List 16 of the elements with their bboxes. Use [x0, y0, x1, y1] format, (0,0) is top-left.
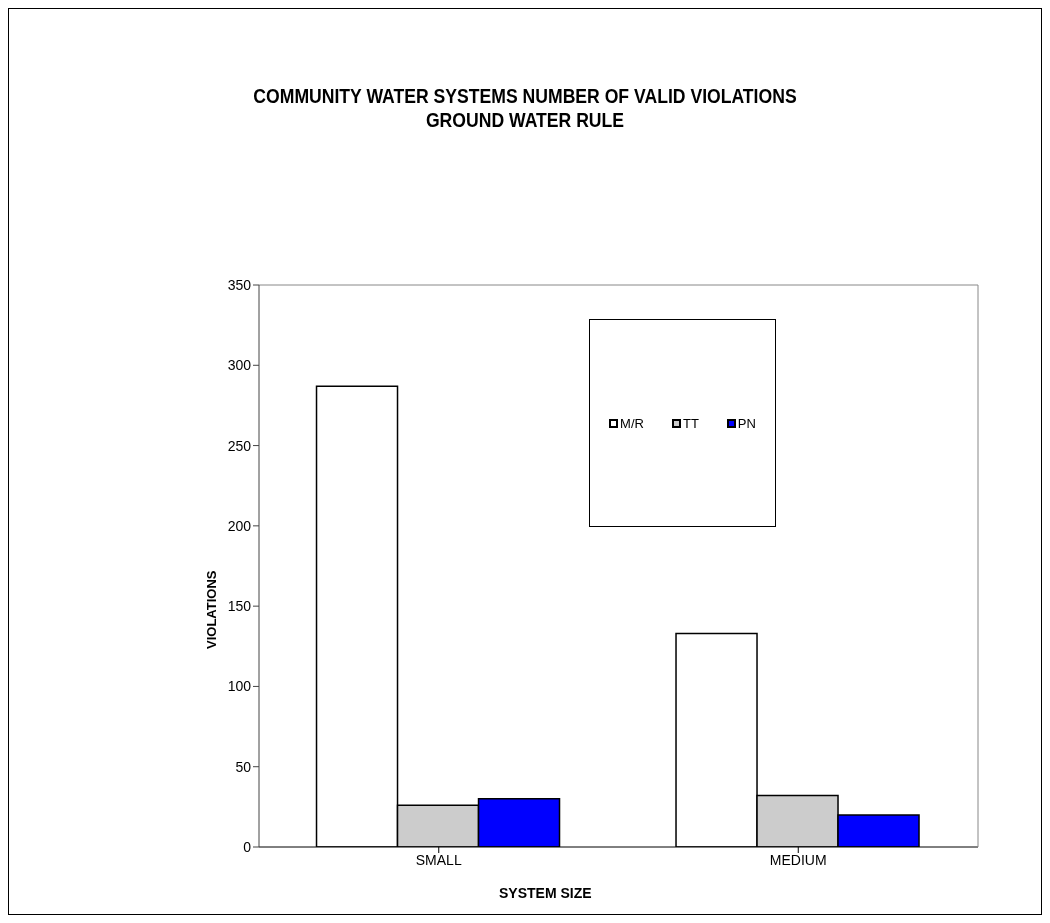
legend-label: PN — [737, 415, 756, 431]
x-axis-title: SYSTEM SIZE — [499, 885, 592, 901]
y-tick-label: 350 — [227, 276, 252, 293]
y-tick-label: 200 — [227, 517, 252, 534]
y-tick-label: 100 — [227, 678, 252, 695]
chart-title: COMMUNITY WATER SYSTEMS NUMBER OF VALID VIOLATIONS GROUND WATER RULE — [252, 84, 798, 132]
y-axis-title: VIOLATIONS — [204, 569, 219, 649]
y-tick-label: 50 — [235, 758, 252, 775]
x-tick-label: MEDIUM — [769, 851, 827, 868]
legend-label: TT — [682, 415, 699, 431]
y-tick-label: 150 — [227, 598, 252, 615]
x-tick-label: SMALL — [415, 851, 462, 868]
legend-label: M/R — [620, 415, 644, 431]
y-tick-label: 300 — [227, 357, 252, 374]
y-tick-label: 250 — [227, 437, 252, 454]
y-tick-label: 0 — [243, 838, 252, 855]
